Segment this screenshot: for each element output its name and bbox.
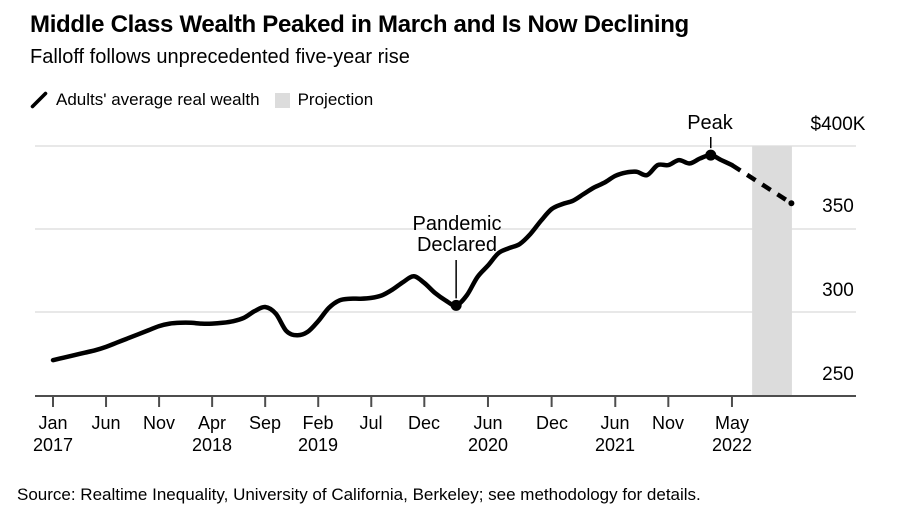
y-axis-label-350: 350: [822, 196, 854, 217]
y-axis-label-400: $400K: [810, 114, 866, 135]
projection-end-dot: [788, 200, 795, 207]
projection-band: [752, 146, 792, 396]
x-tick-jun-2021: Jun 2021: [594, 413, 636, 455]
chart-subtitle: Falloff follows unprecedented five-year …: [30, 46, 410, 68]
x-tick-jun-2020: Jun 2020: [467, 413, 509, 455]
legend-label-actual: Adults' average real wealth: [56, 90, 260, 109]
legend-label-projection: Projection: [297, 90, 374, 109]
x-tick-sep-2018: Sep: [248, 413, 282, 433]
y-axis-label-300: 300: [822, 280, 854, 301]
source-note: Source: Realtime Inequality, University …: [17, 485, 701, 504]
legend-item-projection: Projection: [274, 90, 374, 110]
projection-dash-line: [730, 163, 793, 206]
x-tick-jun-2017: Jun: [91, 413, 121, 433]
x-tick-jul-2019: Jul: [359, 413, 383, 433]
projection-swatch-icon: [274, 92, 290, 108]
line-series-icon: [30, 91, 48, 109]
x-tick-jan-2017: Jan 2017: [32, 413, 74, 455]
x-tick-nov-2021: Nov: [651, 413, 684, 433]
chart-title: Middle Class Wealth Peaked in March and …: [30, 11, 689, 38]
peak-annotation: Peak: [687, 112, 733, 134]
x-tick-dec-2020: Dec: [535, 413, 568, 433]
legend: Adults' average real wealth Projection: [30, 90, 373, 110]
wealth-line: [50, 152, 735, 363]
peak-dot: [705, 149, 717, 161]
x-tick-may-2022: May 2022: [711, 413, 753, 455]
x-tick-feb-2019: Feb 2019: [297, 413, 339, 455]
pandemic-declared-annotation: Pandemic Declared: [412, 213, 502, 256]
x-tick-nov-2017: Nov: [142, 413, 175, 433]
pandemic-declared-dot: [450, 299, 462, 311]
x-tick-apr-2018: Apr 2018: [191, 413, 233, 455]
legend-item-actual: Adults' average real wealth: [30, 90, 260, 110]
x-tick-dec-2019: Dec: [407, 413, 440, 433]
y-axis-label-250: 250: [822, 364, 854, 385]
